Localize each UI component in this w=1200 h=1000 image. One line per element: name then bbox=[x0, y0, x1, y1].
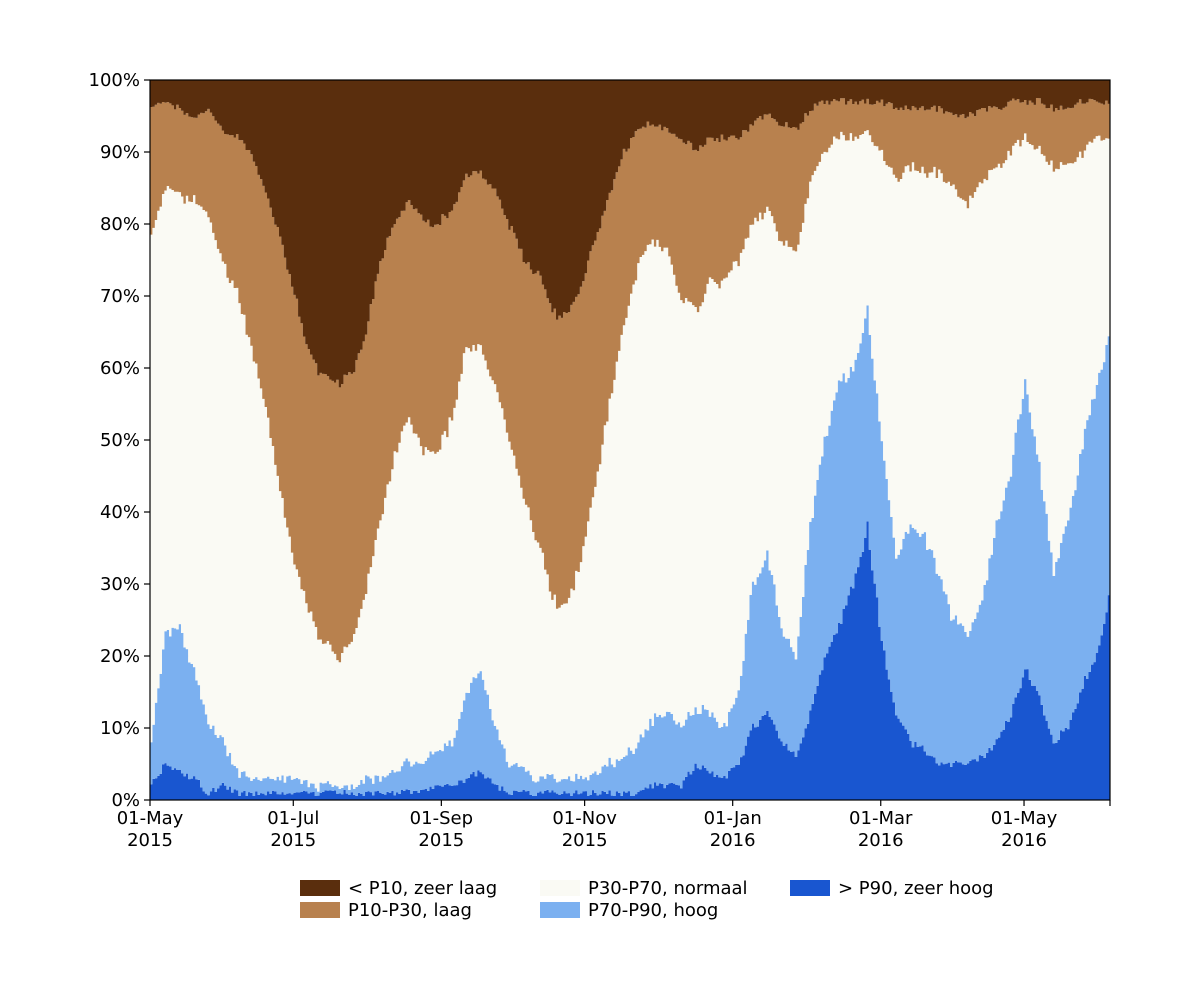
legend-swatch-p90 bbox=[790, 880, 830, 896]
legend-label-p10: < P10, zeer laag bbox=[348, 878, 497, 899]
x-tick-label-line1: 01-Jan bbox=[704, 808, 762, 829]
legend-swatch-p70_90 bbox=[540, 902, 580, 918]
x-tick-label-line1: 01-May bbox=[117, 808, 184, 829]
legend-label-p30_70: P30-P70, normaal bbox=[588, 878, 748, 899]
y-tick-label: 60% bbox=[100, 358, 140, 379]
legend-label-p70_90: P70-P90, hoog bbox=[588, 900, 718, 921]
x-tick-label-line1: 01-Nov bbox=[552, 808, 617, 829]
x-tick-label-line1: 01-Jul bbox=[267, 808, 319, 829]
y-tick-label: 70% bbox=[100, 286, 140, 307]
y-tick-label: 80% bbox=[100, 214, 140, 235]
x-tick-label-line2: 2015 bbox=[127, 830, 173, 851]
y-tick-label: 40% bbox=[100, 502, 140, 523]
x-tick-label-line1: 01-May bbox=[991, 808, 1058, 829]
y-tick-label: 30% bbox=[100, 574, 140, 595]
y-tick-label: 100% bbox=[89, 70, 140, 91]
x-tick-label-line2: 2016 bbox=[858, 830, 904, 851]
x-tick-label-line2: 2015 bbox=[562, 830, 608, 851]
y-tick-label: 50% bbox=[100, 430, 140, 451]
legend-swatch-p10 bbox=[300, 880, 340, 896]
legend-swatch-p30_70 bbox=[540, 880, 580, 896]
y-tick-label: 20% bbox=[100, 646, 140, 667]
x-tick-label-line1: 01-Sep bbox=[410, 808, 473, 829]
x-tick-label-line2: 2016 bbox=[710, 830, 756, 851]
chart-svg: 0%10%20%30%40%50%60%70%80%90%100%01-May2… bbox=[0, 0, 1200, 1000]
y-tick-label: 90% bbox=[100, 142, 140, 163]
legend-label-p10_30: P10-P30, laag bbox=[348, 900, 472, 921]
x-tick-label-line1: 01-Mar bbox=[849, 808, 913, 829]
legend-swatch-p10_30 bbox=[300, 902, 340, 918]
y-tick-label: 10% bbox=[100, 718, 140, 739]
x-tick-label-line2: 2015 bbox=[270, 830, 316, 851]
legend-label-p90: > P90, zeer hoog bbox=[838, 878, 994, 899]
x-tick-label-line2: 2016 bbox=[1001, 830, 1047, 851]
x-tick-label-line2: 2015 bbox=[418, 830, 464, 851]
stacked-area-chart: 0%10%20%30%40%50%60%70%80%90%100%01-May2… bbox=[0, 0, 1200, 1000]
